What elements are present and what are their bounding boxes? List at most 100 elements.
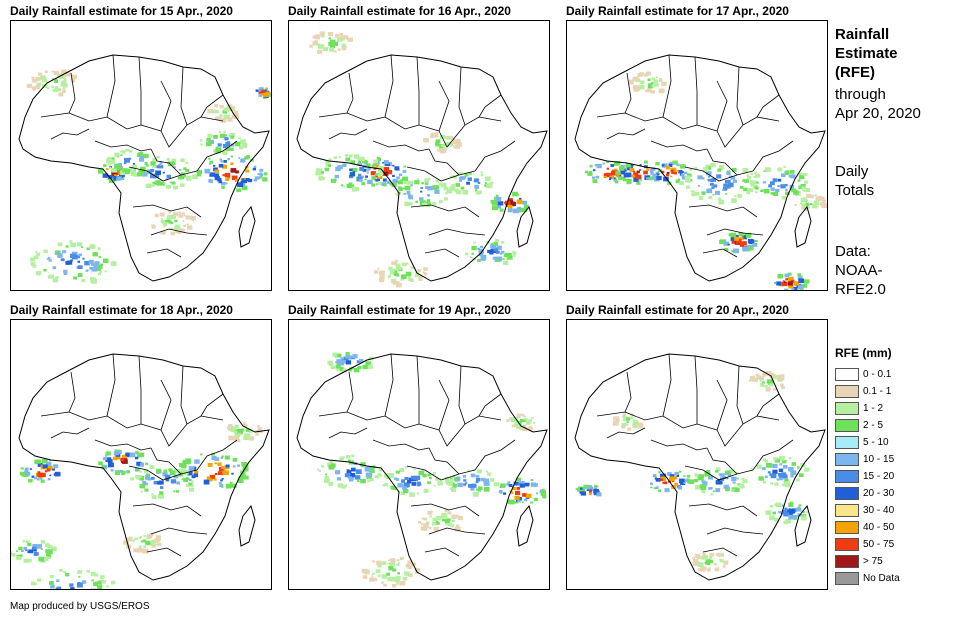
rain-cell bbox=[237, 182, 244, 188]
rain-cell bbox=[228, 435, 235, 441]
rain-cell bbox=[667, 472, 672, 476]
rain-cell bbox=[30, 262, 36, 266]
legend-item: 1 - 2 bbox=[835, 400, 900, 417]
rain-cell bbox=[750, 172, 754, 176]
rain-cell bbox=[627, 427, 632, 431]
rain-cell bbox=[809, 194, 815, 199]
rain-cell bbox=[81, 279, 85, 282]
rain-cell bbox=[517, 499, 521, 503]
rain-cell bbox=[47, 556, 52, 560]
rain-cell bbox=[225, 147, 230, 151]
country-border bbox=[160, 80, 172, 132]
rain-cell bbox=[445, 510, 449, 513]
rain-cell bbox=[649, 169, 654, 172]
rain-cell bbox=[317, 49, 323, 54]
rain-cell bbox=[622, 178, 627, 182]
rain-cell bbox=[770, 473, 777, 479]
rain-cell bbox=[165, 220, 168, 223]
country-border bbox=[688, 503, 758, 517]
rain-cell bbox=[753, 176, 756, 178]
rain-cell bbox=[364, 466, 371, 472]
country-border bbox=[128, 166, 198, 182]
rain-cell bbox=[345, 360, 352, 365]
rain-cell bbox=[222, 109, 228, 114]
rain-cell bbox=[188, 472, 193, 476]
africa-outline bbox=[574, 353, 826, 581]
country-border bbox=[624, 371, 632, 413]
rain-cell bbox=[57, 88, 62, 92]
rain-cell bbox=[476, 488, 479, 491]
rain-cell bbox=[400, 274, 407, 279]
rain-cell bbox=[347, 37, 353, 42]
rain-cell bbox=[185, 168, 190, 173]
rain-cell bbox=[119, 150, 123, 153]
rain-cell bbox=[620, 170, 625, 175]
rain-cell bbox=[145, 164, 149, 167]
rain-cell bbox=[56, 276, 59, 279]
rain-cell bbox=[340, 184, 344, 187]
rain-cell bbox=[650, 482, 653, 485]
rain-cell bbox=[473, 241, 476, 244]
rain-cell bbox=[335, 364, 341, 369]
rain-cell bbox=[427, 511, 432, 515]
rain-cell bbox=[695, 485, 699, 488]
country-border bbox=[150, 228, 208, 236]
rain-cell bbox=[732, 179, 737, 183]
rain-cell bbox=[679, 470, 682, 473]
rainfall-map bbox=[10, 319, 272, 590]
rain-cell bbox=[27, 542, 32, 547]
rain-cell bbox=[45, 543, 50, 547]
rain-cell bbox=[468, 484, 474, 488]
rain-cell bbox=[441, 144, 445, 148]
rain-cell bbox=[469, 172, 472, 175]
rain-cell bbox=[464, 252, 469, 256]
madagascar-outline bbox=[794, 504, 812, 547]
rain-cell bbox=[484, 182, 487, 184]
rain-cell bbox=[484, 184, 488, 187]
rain-cell bbox=[135, 467, 140, 472]
rain-cell bbox=[346, 37, 350, 41]
rain-cell bbox=[395, 193, 399, 196]
country-border bbox=[706, 527, 764, 535]
rain-cell bbox=[214, 478, 217, 481]
rain-cell bbox=[692, 557, 696, 560]
rain-cell bbox=[613, 178, 617, 182]
rain-cell bbox=[660, 478, 664, 481]
rain-cell bbox=[421, 523, 424, 526]
rain-cell bbox=[759, 379, 762, 382]
rain-cell bbox=[436, 516, 442, 521]
rain-cell bbox=[128, 149, 133, 153]
rain-cell bbox=[697, 568, 701, 571]
rain-cell bbox=[40, 540, 46, 544]
rain-cell bbox=[421, 469, 425, 472]
rain-cell bbox=[725, 488, 730, 492]
rain-cell bbox=[456, 172, 461, 176]
rain-cell bbox=[686, 474, 691, 478]
country-border bbox=[694, 56, 698, 125]
rain-cell bbox=[118, 163, 122, 166]
country-border bbox=[94, 140, 152, 152]
rain-cell bbox=[165, 178, 168, 181]
rain-cell bbox=[442, 518, 446, 522]
rain-cell bbox=[663, 481, 668, 485]
rain-cell bbox=[452, 139, 459, 145]
panel-title: Daily Rainfall estimate for 16 Apr., 202… bbox=[288, 4, 511, 18]
rain-cell bbox=[360, 478, 366, 484]
rain-cell bbox=[101, 580, 106, 584]
rain-cell bbox=[396, 282, 402, 288]
rain-cell bbox=[404, 476, 409, 480]
rain-cell bbox=[98, 256, 102, 259]
rain-cell bbox=[426, 521, 430, 525]
rain-cell bbox=[521, 501, 524, 504]
rain-cell bbox=[480, 256, 486, 261]
rain-cell bbox=[760, 383, 765, 387]
rain-cell bbox=[669, 476, 675, 482]
rain-cell bbox=[105, 451, 111, 456]
rain-cell bbox=[186, 483, 190, 487]
rain-cell bbox=[84, 260, 90, 266]
rain-cell bbox=[227, 426, 232, 430]
rain-cell bbox=[516, 413, 521, 418]
rain-cell bbox=[393, 487, 398, 491]
country-border bbox=[40, 411, 162, 431]
rain-cell bbox=[661, 81, 667, 86]
